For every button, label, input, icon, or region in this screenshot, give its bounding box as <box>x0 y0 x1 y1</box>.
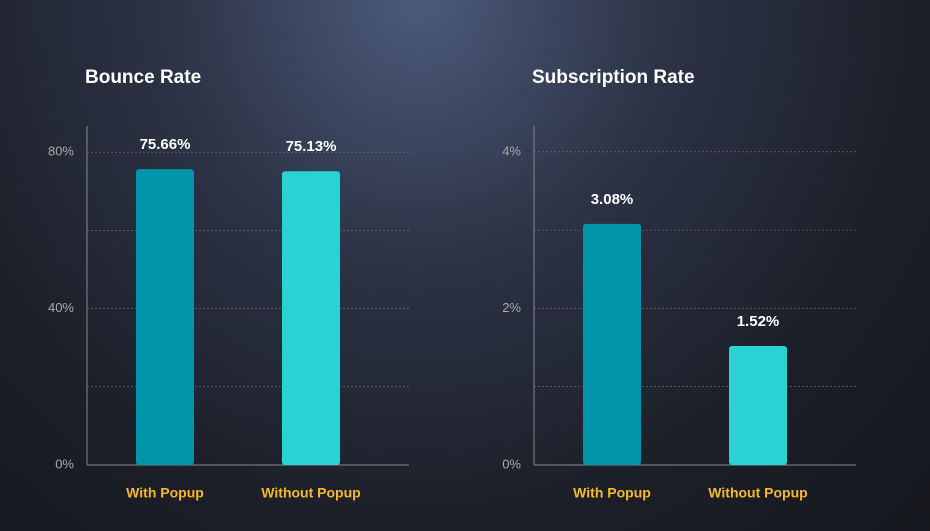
value-label: 1.52% <box>737 313 780 330</box>
y-tick-label: 0% <box>502 456 521 471</box>
value-label: 75.13% <box>286 138 337 155</box>
x-tick-label: Without Popup <box>708 485 807 501</box>
x-tick-label: Without Popup <box>261 485 360 501</box>
y-tick-label: 2% <box>502 300 521 315</box>
chart-title: Bounce Rate <box>85 67 201 88</box>
bar <box>136 169 194 465</box>
chart-title: Subscription Rate <box>532 67 695 88</box>
x-tick-label: With Popup <box>573 485 651 501</box>
y-tick-label: 80% <box>48 144 74 159</box>
value-label: 3.08% <box>591 191 634 208</box>
y-tick-label: 0% <box>55 456 74 471</box>
bar <box>282 171 340 465</box>
value-label: 75.66% <box>140 136 191 153</box>
y-tick-label: 4% <box>502 143 521 158</box>
y-tick-label: 40% <box>48 300 74 315</box>
bar <box>729 345 787 465</box>
x-tick-label: With Popup <box>126 485 204 501</box>
bar <box>583 223 641 465</box>
